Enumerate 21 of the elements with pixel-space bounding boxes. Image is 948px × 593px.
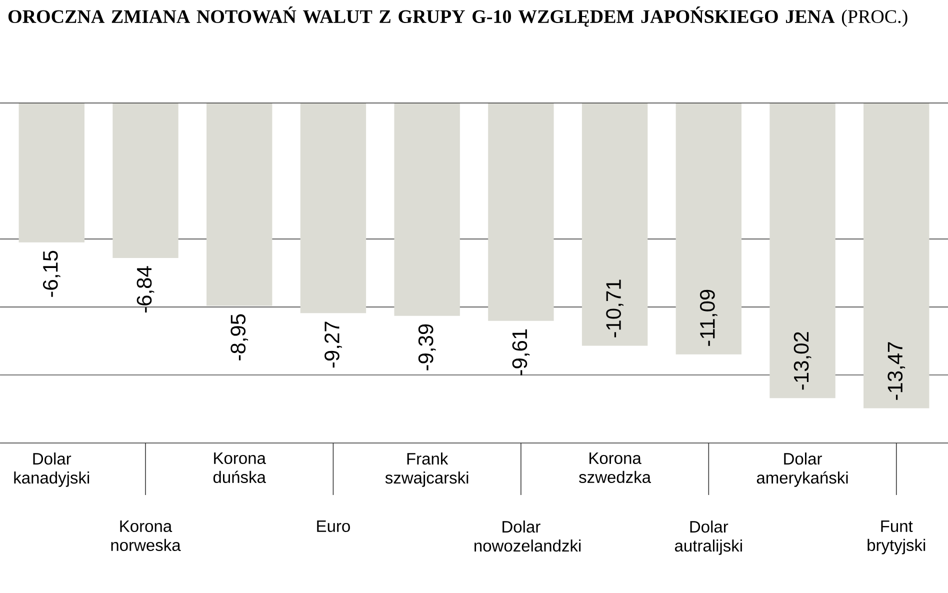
x-tick-label: Frank szwajcarski (385, 452, 468, 487)
x-tick-label: Euro (317, 520, 350, 532)
chart-title: OROCZNA ZMIANA NOTOWAŃ WALUT Z GRUPY G-10 WZGLĘDEM JAPOŃSKIEGO JENA (PROC.) (8, 6, 908, 27)
data-label: -8,95 (230, 314, 248, 360)
data-label: -13,02 (794, 332, 812, 390)
data-label: -13,47 (888, 342, 906, 400)
data-label: -11,09 (700, 290, 718, 346)
x-tick-label: Korona norweska (111, 520, 181, 552)
data-label: -9,61 (512, 329, 530, 376)
x-tick-label: Korona szwedzka (579, 452, 652, 484)
data-label: -10,71 (606, 280, 624, 338)
x-tick-label: Dolar autralijski (674, 520, 742, 555)
x-tick-label: Dolar kanadyjski (14, 452, 90, 487)
data-label: -9,39 (418, 324, 436, 370)
data-label: -6,84 (136, 266, 154, 312)
x-tick-label: Dolar amerykański (756, 452, 848, 487)
data-label: -6,15 (42, 250, 60, 297)
x-tick-label: Funt brytyjski (868, 520, 926, 554)
x-tick-label: Korona duńska (213, 452, 266, 484)
x-tick-label: Dolar nowozelandzki (474, 520, 581, 552)
data-label: -9,27 (324, 322, 342, 368)
